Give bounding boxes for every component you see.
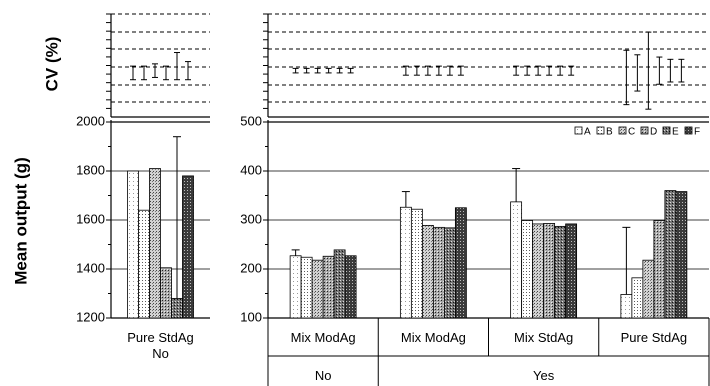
bar-f: [182, 175, 194, 319]
bar-a: [289, 255, 302, 319]
category-label: Pure StdAg: [621, 330, 688, 345]
legend: A B C D E F: [574, 126, 700, 138]
group-label: Yes: [533, 368, 555, 383]
cv-panel: [106, 13, 709, 118]
bar-c: [421, 224, 434, 319]
y-tick-label: 200: [240, 260, 262, 275]
bar-b: [410, 208, 423, 319]
bar-d: [160, 267, 172, 319]
bar-b: [631, 277, 644, 319]
category-label: Mix ModAg: [401, 330, 466, 345]
bar-e: [554, 225, 567, 319]
category-axis: Pure StdAg Mix ModAg Mix ModAg Mix StdAg Pur…: [127, 318, 710, 386]
group-label: No: [315, 368, 332, 383]
legend-label-e: E: [672, 127, 679, 138]
mean-output-axis-label-group: Mean output (g): [11, 157, 30, 284]
mean-output-axis-label: Mean output (g): [11, 157, 30, 284]
y-tick-label: 1600: [76, 211, 105, 226]
y-tick-label: 300: [240, 211, 262, 226]
bar-f: [565, 223, 578, 319]
legend-swatch-c: [618, 126, 627, 135]
y-tick-label: 400: [240, 162, 262, 177]
bar-c: [149, 168, 161, 319]
bar-b: [138, 209, 150, 319]
y-tick-label: 1200: [76, 309, 105, 324]
bar-f: [344, 255, 357, 319]
bar-e: [171, 297, 183, 319]
category-label: Mix StdAg: [514, 330, 573, 345]
legend-label-b: B: [606, 127, 613, 138]
bar-a: [399, 206, 412, 319]
bar-d: [322, 255, 335, 319]
cv-axis-label: CV (%): [42, 37, 61, 92]
legend-swatch-d: [640, 126, 649, 135]
group-label: No: [152, 346, 169, 361]
legend-swatch-a: [574, 126, 583, 135]
y-tick-label: 100: [240, 309, 262, 324]
bar-d: [653, 220, 666, 319]
bar-c: [311, 259, 324, 319]
y-tick-label: 1400: [76, 260, 105, 275]
bar-c: [642, 259, 655, 319]
category-label: Mix ModAg: [291, 330, 356, 345]
bar-e: [664, 190, 677, 319]
y-tick-label: 1800: [76, 162, 105, 177]
legend-label-a: A: [584, 127, 591, 138]
legend-label-c: C: [628, 127, 635, 138]
bar-b: [300, 256, 313, 319]
bar-a: [620, 294, 633, 319]
bar-f: [675, 191, 688, 319]
mean-output-panel: 1200 1400 1600 1800 2000 100 200 300 400 500: [76, 113, 709, 324]
bar-e: [443, 227, 456, 319]
y-tick-label: 500: [240, 113, 262, 128]
legend-swatch-f: [684, 126, 693, 135]
legend-swatch-e: [662, 126, 671, 135]
bar-e: [333, 249, 346, 319]
bar-f: [454, 207, 467, 319]
cv-axis-label-group: CV (%): [42, 37, 61, 92]
bar-a: [510, 201, 523, 319]
bar-c: [532, 223, 545, 319]
legend-swatch-b: [596, 126, 605, 135]
category-label: Pure StdAg: [127, 330, 194, 345]
bar-d: [543, 223, 556, 319]
legend-label-d: D: [650, 127, 657, 138]
y-tick-label: 2000: [76, 113, 105, 128]
bar-d: [432, 226, 445, 319]
bar-b: [521, 220, 534, 319]
legend-label-f: F: [694, 127, 700, 138]
bar-a: [127, 170, 139, 319]
